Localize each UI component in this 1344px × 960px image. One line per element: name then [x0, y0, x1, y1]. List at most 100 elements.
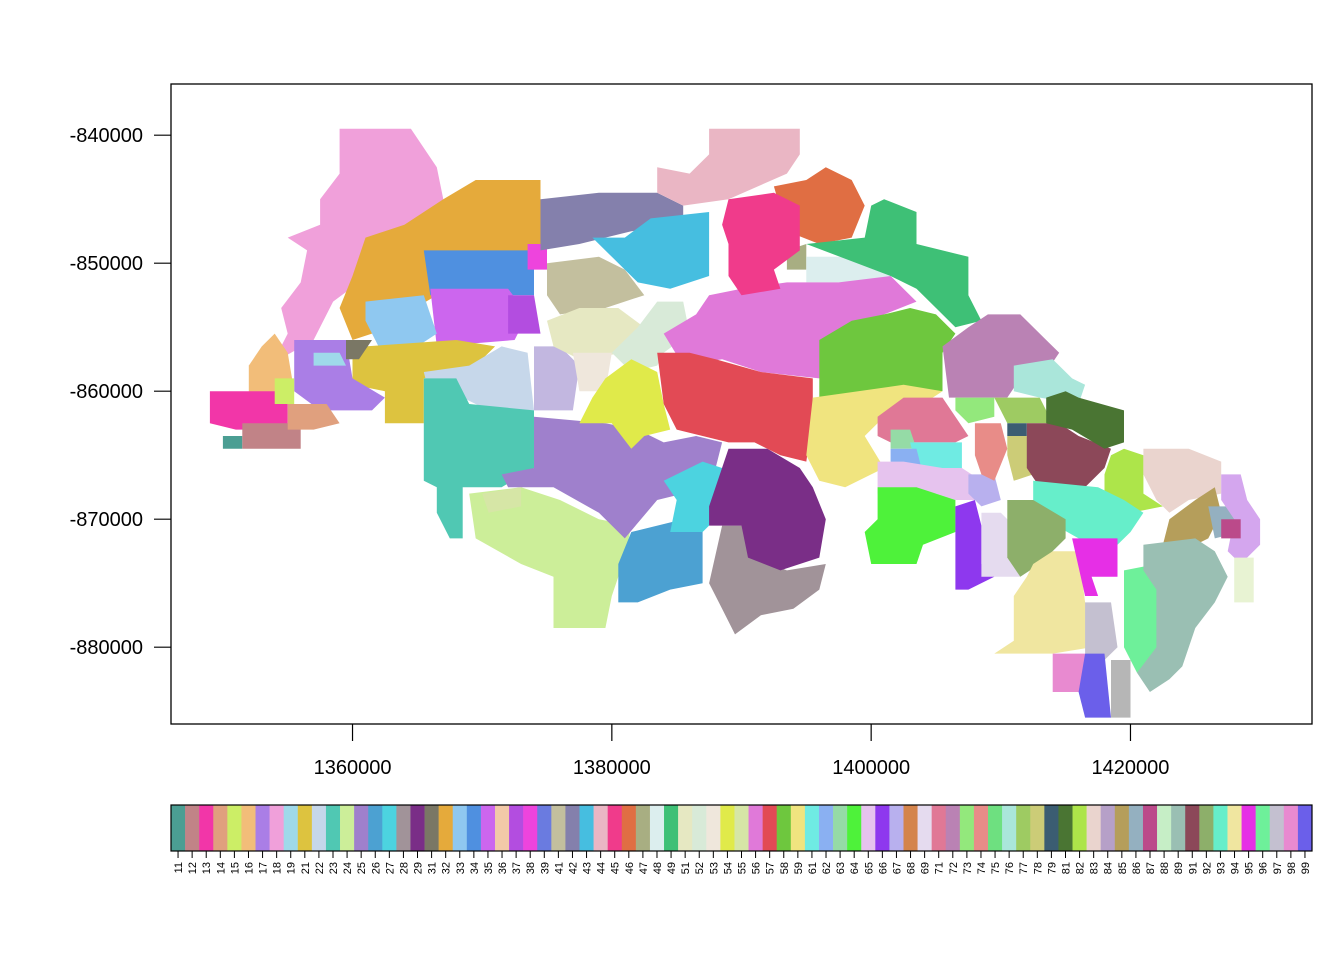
- legend-label: 53: [708, 862, 720, 874]
- legend-label: 32: [441, 862, 453, 874]
- region-54: [579, 359, 671, 449]
- legend-label: 64: [849, 862, 861, 874]
- legend-label: 83: [1089, 862, 1101, 874]
- legend-label: 34: [469, 862, 481, 874]
- legend-label: 78: [1032, 862, 1044, 874]
- legend-swatch-93: [1213, 805, 1228, 851]
- legend-label: 33: [455, 862, 467, 874]
- legend-swatch-72: [945, 805, 961, 851]
- x-tick-label: 1380000: [573, 757, 651, 779]
- region-72: [955, 397, 995, 424]
- legend-label: 12: [187, 862, 199, 874]
- legend-label: 15: [229, 862, 241, 874]
- region-42: [540, 192, 684, 251]
- legend-swatch-26: [368, 805, 383, 851]
- legend-label: 76: [1004, 862, 1016, 874]
- legend-swatch-46: [621, 805, 637, 851]
- plot-frame: [170, 83, 1313, 725]
- legend-label: 85: [1117, 862, 1129, 874]
- region-66: [864, 487, 956, 564]
- legend-label: 94: [1230, 862, 1242, 874]
- legend-swatch-17: [255, 805, 270, 851]
- region-84: [1007, 500, 1066, 577]
- legend-label: 29: [413, 862, 425, 874]
- legend-label: 46: [624, 862, 636, 874]
- legend-label: 96: [1258, 862, 1270, 874]
- legend-swatch-81: [1058, 805, 1073, 851]
- region-30: [709, 448, 826, 571]
- legend-swatch-86: [1128, 805, 1144, 851]
- region-14: [268, 128, 444, 366]
- legend-label: 16: [243, 862, 255, 874]
- region-18: [274, 378, 295, 404]
- legend-swatch-33: [452, 805, 468, 851]
- legend-swatch-63: [833, 805, 848, 851]
- region-16: [287, 404, 340, 430]
- legend-swatch-68: [903, 805, 918, 851]
- region-71: [942, 314, 1060, 398]
- legend-swatch-97: [1269, 805, 1285, 851]
- legend-swatch-79: [1044, 805, 1059, 851]
- legend-swatch-58: [776, 805, 792, 851]
- legend-swatch-49: [664, 805, 679, 851]
- legend-label: 52: [694, 862, 706, 874]
- legend-swatch-69: [917, 805, 932, 851]
- legend-swatch-61: [804, 805, 820, 851]
- region-83: [1033, 480, 1144, 545]
- region-74: [994, 397, 1053, 424]
- legend-swatch-28: [396, 805, 411, 851]
- legend-swatch-41: [551, 805, 566, 851]
- legend-swatch-54: [720, 805, 735, 851]
- legend-swatch-38: [523, 805, 538, 851]
- legend-label: 36: [497, 862, 509, 874]
- legend-label: 41: [553, 862, 565, 874]
- legend-label: 77: [1018, 862, 1030, 874]
- legend-label: 48: [652, 862, 664, 874]
- legend-swatch-98: [1283, 805, 1299, 851]
- legend-swatch-37: [509, 805, 524, 851]
- region-97: [1078, 653, 1111, 718]
- legend-swatch-76: [1002, 805, 1017, 851]
- legend-swatch-11: [171, 805, 186, 851]
- legend-label: 59: [793, 862, 805, 874]
- legend-label: 84: [1103, 862, 1115, 874]
- legend-swatch-73: [959, 805, 975, 851]
- legend-swatch-99: [1297, 805, 1313, 851]
- legend-label: 47: [638, 862, 650, 874]
- legend-label: 72: [948, 862, 960, 874]
- legend-label: 99: [1300, 862, 1312, 874]
- legend-swatch-47: [635, 805, 651, 851]
- legend-swatch-96: [1255, 805, 1271, 851]
- legend-frame: [170, 804, 1313, 852]
- legend-label: 22: [314, 862, 326, 874]
- region-29: [346, 340, 372, 360]
- legend-label: 97: [1272, 862, 1284, 874]
- legend-label: 89: [1173, 862, 1185, 874]
- legend-label: 57: [765, 862, 777, 874]
- legend-label: 35: [483, 862, 495, 874]
- legend-label: 98: [1286, 862, 1298, 874]
- legend-label: 27: [384, 862, 396, 874]
- legend-label: 63: [835, 862, 847, 874]
- legend-swatch-14: [213, 805, 228, 851]
- region-49: [806, 199, 982, 328]
- legend-label: 95: [1244, 862, 1256, 874]
- legend-swatch-57: [762, 805, 778, 851]
- legend-swatch-83: [1086, 805, 1102, 851]
- legend-label: 17: [258, 862, 270, 874]
- regions-layer: [209, 128, 1261, 718]
- legend-swatch-95: [1241, 805, 1256, 851]
- legend-label: 56: [751, 862, 763, 874]
- region-56: [663, 276, 917, 379]
- region-55: [482, 487, 522, 513]
- region-26: [618, 519, 703, 603]
- region-19: [313, 352, 346, 366]
- legend-swatch-39: [537, 805, 552, 851]
- legend-label: 91: [1187, 862, 1199, 874]
- legend-swatch-32: [438, 805, 454, 851]
- region-88: [1221, 519, 1241, 539]
- region-63: [910, 442, 962, 468]
- region-24: [469, 487, 632, 628]
- legend-label: 74: [976, 862, 988, 874]
- legend-label: 45: [610, 862, 622, 874]
